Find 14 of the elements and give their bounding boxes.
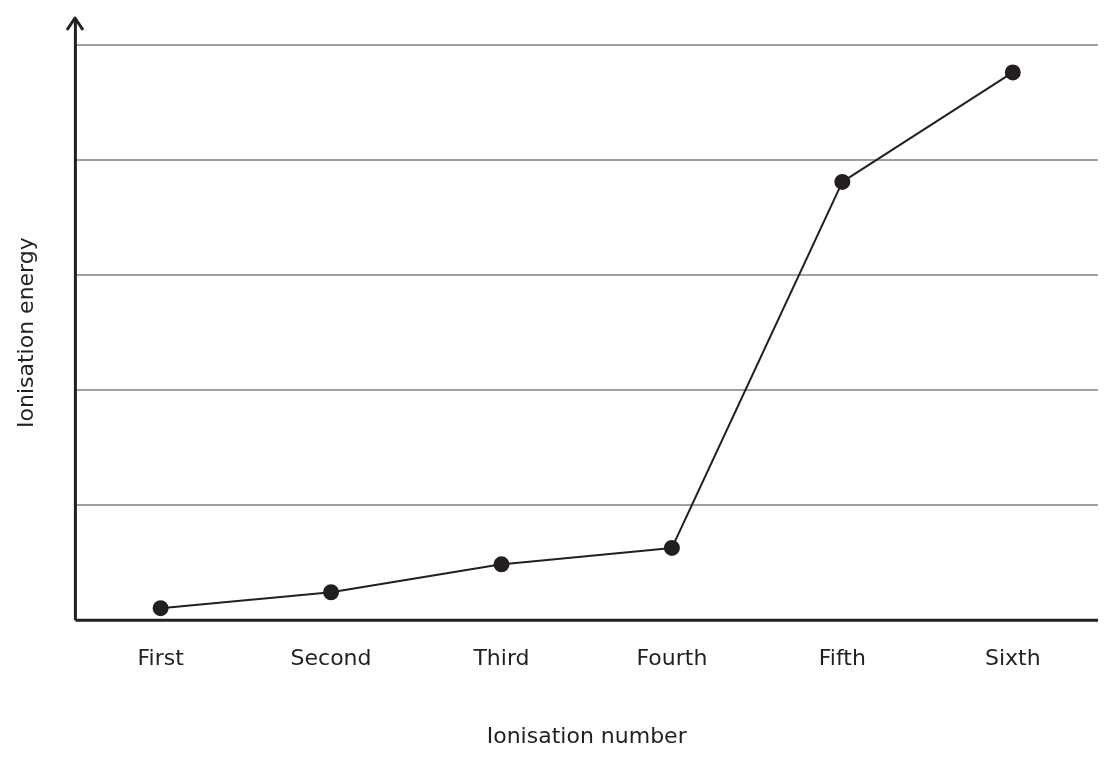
point	[663, 539, 680, 556]
x-tick-label: Fifth	[818, 645, 866, 671]
point	[323, 584, 340, 601]
x-axis-title: Ionisation number	[486, 722, 688, 748]
point	[1004, 64, 1021, 81]
x-tick-label: Fourth	[636, 645, 708, 671]
x-tick-label: Second	[290, 645, 372, 671]
y-axis-title: Ionisation energy	[12, 237, 38, 428]
x-tick-label: Third	[472, 645, 530, 671]
x-tick-label: Sixth	[984, 645, 1041, 671]
point	[834, 173, 851, 190]
point	[152, 600, 169, 617]
x-tick-label: First	[137, 645, 185, 671]
point	[493, 556, 510, 573]
